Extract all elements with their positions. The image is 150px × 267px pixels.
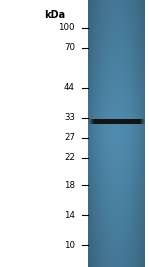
Text: kDa: kDa (44, 10, 66, 20)
Text: 70: 70 (64, 44, 75, 53)
Text: 22: 22 (64, 154, 75, 163)
Text: 33: 33 (64, 113, 75, 123)
Text: 18: 18 (64, 180, 75, 190)
Text: 44: 44 (64, 84, 75, 92)
Text: 14: 14 (64, 210, 75, 219)
Text: 100: 100 (58, 23, 75, 33)
Text: 27: 27 (64, 134, 75, 143)
Text: 10: 10 (64, 241, 75, 249)
